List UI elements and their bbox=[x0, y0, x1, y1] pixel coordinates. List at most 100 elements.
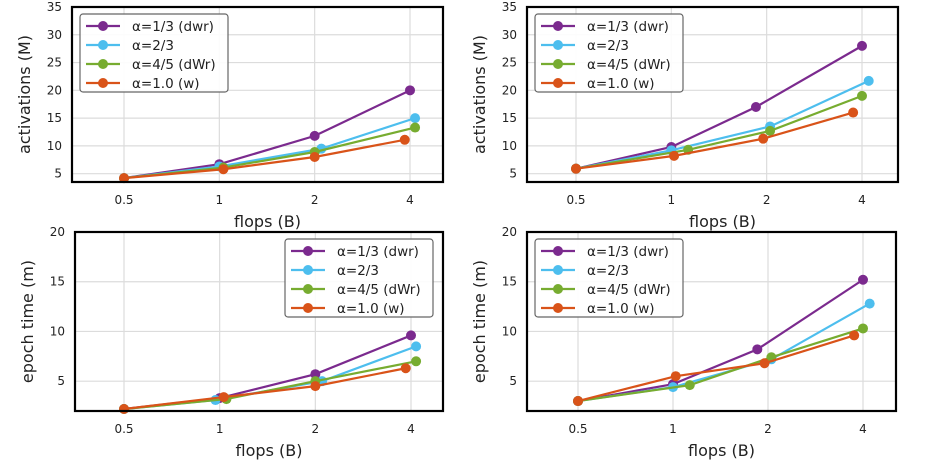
series-line-1 bbox=[575, 79, 870, 170]
x-axis-label: flops (B) bbox=[689, 212, 756, 231]
data-point bbox=[858, 323, 868, 334]
x-axis-label: flops (B) bbox=[234, 212, 301, 231]
legend-marker bbox=[98, 40, 108, 50]
y-tick-label: 20 bbox=[47, 83, 62, 97]
data-point bbox=[310, 381, 321, 392]
legend-frame bbox=[284, 238, 434, 318]
legend-marker bbox=[98, 21, 108, 31]
data-point bbox=[857, 40, 867, 51]
data-point bbox=[410, 113, 421, 124]
series-line-3 bbox=[123, 138, 405, 180]
legend-item: α=4/5 (dWr) bbox=[86, 57, 216, 73]
x-axis-label: flops (B) bbox=[688, 441, 755, 460]
y-tick-label: 10 bbox=[502, 139, 517, 153]
y-tick-label: 15 bbox=[502, 111, 517, 125]
y-tick-label: 35 bbox=[502, 0, 517, 14]
x-tick-label: 1 bbox=[216, 422, 224, 436]
legend-item: α=1.0 (w) bbox=[291, 301, 405, 317]
y-tick-label: 30 bbox=[502, 28, 517, 42]
legend-item: α=1.0 (w) bbox=[541, 76, 655, 92]
legend-marker bbox=[303, 303, 313, 313]
plot-frame bbox=[70, 5, 445, 184]
legend-item: α=4/5 (dWr) bbox=[541, 57, 671, 73]
data-point bbox=[571, 163, 581, 174]
data-point bbox=[309, 152, 320, 162]
y-tick-label: 20 bbox=[50, 225, 65, 239]
y-tick-label: 35 bbox=[47, 0, 62, 14]
legend-label: α=1/3 (dwr) bbox=[337, 244, 419, 260]
legend-item: α=4/5 (dWr) bbox=[541, 282, 671, 298]
x-tick-label: 0.5 bbox=[114, 193, 133, 207]
data-point bbox=[857, 90, 867, 101]
legend-label: α=1/3 (dwr) bbox=[587, 244, 669, 260]
x-tick-label: 2 bbox=[763, 193, 771, 207]
legend-marker bbox=[553, 40, 563, 50]
y-tick-label: 5 bbox=[509, 167, 517, 181]
legend: α=1/3 (dwr) α=2/3 α=4/5 (dWr) α=1.0 (w) bbox=[534, 238, 684, 318]
data-point bbox=[573, 396, 583, 407]
data-point bbox=[765, 125, 776, 136]
data-point bbox=[670, 371, 681, 382]
x-tick-label: 1 bbox=[669, 422, 677, 436]
x-axis-label: flops (B) bbox=[236, 441, 303, 460]
y-tick-label: 10 bbox=[47, 139, 62, 153]
x-tick-label: 2 bbox=[312, 422, 320, 436]
series-line-0 bbox=[123, 334, 412, 411]
series-line-2 bbox=[577, 327, 864, 403]
legend-frame bbox=[534, 238, 684, 318]
legend-label: α=4/5 (dWr) bbox=[587, 57, 671, 73]
y-tick-label: 25 bbox=[47, 56, 62, 70]
series-line-0 bbox=[123, 89, 411, 180]
legend-label: α=4/5 (dWr) bbox=[587, 282, 671, 298]
chart-panel-top-left: 5 10 15 20 25 30 35 0.5 1 2 4 flops (B) activations … bbox=[15, 0, 445, 231]
data-point bbox=[218, 392, 229, 403]
legend-marker bbox=[98, 59, 108, 69]
x-tick-label: 1 bbox=[216, 193, 224, 207]
legend-item: α=1/3 (dwr) bbox=[541, 244, 669, 260]
chart-panel-bottom-left: 5 10 15 20 0.5 1 2 4 flops (B) epoch time (m) α=1/… bbox=[18, 225, 445, 460]
legend: α=1/3 (dwr) α=2/3 α=4/5 (dWr) α=1.0 (w) bbox=[534, 13, 684, 93]
x-tick-label: 4 bbox=[406, 193, 414, 207]
legend-item: α=1.0 (w) bbox=[541, 301, 655, 317]
series-line-2 bbox=[123, 126, 416, 180]
data-point bbox=[218, 164, 229, 175]
legend-label: α=2/3 bbox=[132, 38, 174, 54]
legend-label: α=4/5 (dWr) bbox=[132, 57, 216, 73]
y-tick-label: 5 bbox=[509, 374, 517, 388]
y-tick-label: 5 bbox=[54, 167, 62, 181]
series-line-0 bbox=[575, 44, 863, 170]
data-point bbox=[752, 344, 763, 355]
x-tick-label: 4 bbox=[407, 422, 415, 436]
y-tick-label: 20 bbox=[502, 225, 517, 239]
legend-marker bbox=[303, 265, 313, 275]
data-point bbox=[759, 358, 770, 369]
legend-item: α=1/3 (dwr) bbox=[541, 19, 669, 35]
series-line-2 bbox=[575, 94, 863, 170]
data-point bbox=[848, 107, 859, 118]
legend-item: α=1/3 (dwr) bbox=[291, 244, 419, 260]
legend-marker bbox=[553, 59, 563, 69]
x-tick-label: 0.5 bbox=[114, 422, 133, 436]
chart-panel-top-right: 5 10 15 20 25 30 35 0.5 1 2 4 flops (B) activations … bbox=[470, 0, 900, 231]
y-axis-label: activations (M) bbox=[15, 35, 34, 154]
legend-label: α=2/3 bbox=[337, 263, 379, 279]
series-line-3 bbox=[577, 334, 855, 403]
series-line-3 bbox=[575, 111, 854, 170]
legend-item: α=2/3 bbox=[291, 263, 379, 279]
y-tick-label: 5 bbox=[57, 374, 65, 388]
legend-marker bbox=[553, 284, 563, 294]
data-point bbox=[406, 330, 416, 341]
data-point bbox=[119, 404, 129, 415]
legend: α=1/3 (dwr) α=2/3 α=4/5 (dWr) α=1.0 (w) bbox=[284, 238, 434, 318]
data-point bbox=[309, 130, 320, 141]
data-point bbox=[858, 274, 868, 285]
data-point bbox=[405, 85, 415, 96]
series-line-1 bbox=[123, 117, 416, 180]
y-tick-label: 15 bbox=[50, 275, 65, 289]
legend-marker bbox=[553, 303, 563, 313]
y-axis-label: activations (M) bbox=[470, 35, 489, 154]
x-tick-label: 0.5 bbox=[568, 422, 587, 436]
legend-label: α=1.0 (w) bbox=[587, 76, 655, 92]
legend-marker bbox=[303, 284, 313, 294]
